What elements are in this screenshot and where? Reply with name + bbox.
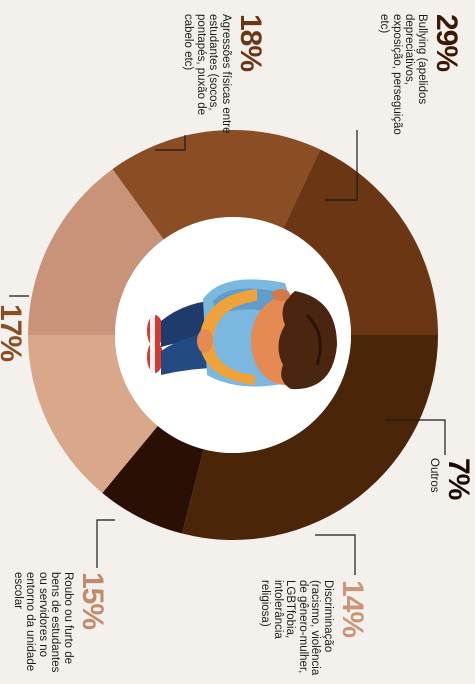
callout-text: Roubo ou furto de bens de estudantes ou …: [12, 572, 74, 673]
callout-discrimination: 14% Discriminação (racismo, violência de…: [259, 580, 370, 684]
leader-line: [155, 135, 186, 151]
donut-slice-others: [102, 425, 204, 534]
donut-slice-discrimination: [28, 335, 158, 493]
leader-lines: [9, 130, 446, 575]
callout-pct: 14%: [336, 580, 369, 638]
leader-line: [96, 519, 115, 568]
callout-text: Discriminação (racismo, violência de gên…: [259, 580, 335, 676]
callout-pct: 7%: [442, 458, 475, 500]
donut-slice-seventeen: [112, 130, 321, 240]
callout-text: Outros: [428, 458, 440, 493]
curled-up-child-illustration: [147, 279, 337, 390]
callout-bullying: 29% Bullying (apelidos depreciativos, ex…: [378, 14, 464, 139]
callout-theft: 15% Roubo ou furto de bens de estudantes…: [12, 572, 109, 684]
callout-text: Bullying (apelidos depreciativos, exposi…: [378, 14, 429, 135]
leader-line: [325, 130, 358, 201]
callout-others: 7% Outros: [428, 458, 475, 558]
callout-text: Agressões físicas entre estudantes (soco…: [182, 14, 233, 134]
donut-slices: [28, 130, 438, 540]
donut-slice-physical-aggression: [283, 149, 438, 335]
leader-line: [315, 534, 356, 575]
callout-pct: 15%: [76, 572, 109, 630]
callout-17: 17%: [0, 304, 27, 384]
callout-pct: 29%: [430, 14, 463, 72]
callout-pct: 17%: [0, 304, 27, 362]
leader-line: [385, 419, 446, 455]
callout-pct: 18%: [234, 14, 267, 72]
donut-slice-theft: [28, 169, 164, 335]
callout-physical-aggression: 18% Agressões físicas entre estudantes (…: [182, 14, 268, 139]
donut-slice-bullying: [182, 335, 438, 540]
